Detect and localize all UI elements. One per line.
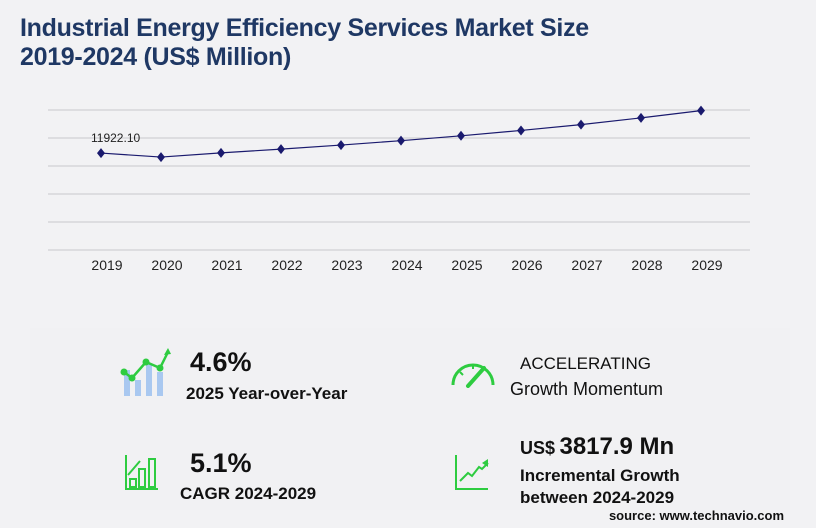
data-point-2027 <box>577 119 585 130</box>
data-point-2025 <box>457 130 465 141</box>
momentum-value: ACCELERATING <box>520 354 651 373</box>
data-point-2023 <box>337 140 345 151</box>
data-point-2026 <box>517 125 525 136</box>
line-chart: 2019 2020 2021 2022 2023 2024 2025 2026 2027 2028… <box>48 105 750 273</box>
data-point-2028 <box>637 112 645 123</box>
x-tick-label: 2027 <box>571 257 602 273</box>
yoy-value: 4.6% <box>190 347 252 377</box>
trend-up-icon <box>455 455 489 490</box>
growth-chart-icon <box>120 348 171 396</box>
x-tick-label: 2020 <box>151 257 182 273</box>
chart-title: Industrial Energy Efficiency Services Ma… <box>20 14 589 72</box>
data-point-2029 <box>697 105 705 116</box>
x-tick-label: 2025 <box>451 257 482 273</box>
data-point-2020 <box>157 152 165 163</box>
yoy-label: 2025 Year-over-Year <box>186 384 348 403</box>
x-tick-label: 2026 <box>511 257 542 273</box>
incremental-amount: 3817.9 Mn <box>559 433 675 460</box>
data-point-2021 <box>217 147 225 158</box>
cagr-label: CAGR 2024-2029 <box>180 484 317 503</box>
source-note: source: www.technavio.com <box>608 508 784 523</box>
data-label: 11922.10 <box>91 131 140 145</box>
stats-panel <box>30 328 790 510</box>
series-line <box>100 110 702 158</box>
x-tick-label: 2024 <box>391 257 422 273</box>
x-tick-label: 2019 <box>91 257 122 273</box>
data-point-2022 <box>277 144 285 155</box>
cagr-value: 5.1% <box>190 448 252 478</box>
incremental-label-1: Incremental Growth <box>520 466 680 485</box>
speedometer-icon <box>451 363 495 388</box>
x-tick-label: 2022 <box>271 257 302 273</box>
title-line-2: 2019-2024 (US$ Million) <box>20 43 291 71</box>
x-tick-label: 2029 <box>691 257 722 273</box>
currency-prefix: US$ <box>520 438 556 458</box>
incremental-label-2: between 2024-2029 <box>520 488 675 507</box>
bar-chart-icon <box>125 455 158 490</box>
momentum-label: Growth Momentum <box>510 379 664 399</box>
x-tick-label: 2021 <box>211 257 242 273</box>
data-point-2024 <box>397 135 405 146</box>
data-point-2019 <box>97 148 105 159</box>
incremental-value: US$ 3817.9 Mn <box>520 433 674 461</box>
x-tick-label: 2023 <box>331 257 362 273</box>
x-tick-label: 2028 <box>631 257 662 273</box>
title-line-1: Industrial Energy Efficiency Services Ma… <box>20 14 589 42</box>
